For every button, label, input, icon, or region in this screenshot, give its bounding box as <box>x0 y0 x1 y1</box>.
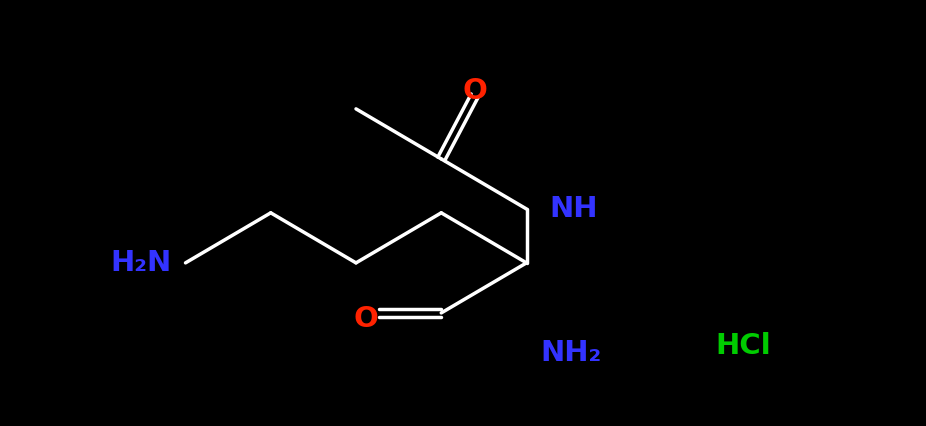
Text: HCl: HCl <box>716 332 771 360</box>
Text: NH: NH <box>550 195 598 223</box>
Text: O: O <box>462 77 487 105</box>
Text: H₂N: H₂N <box>110 249 171 277</box>
Text: O: O <box>354 305 379 333</box>
Text: NH₂: NH₂ <box>541 339 602 367</box>
